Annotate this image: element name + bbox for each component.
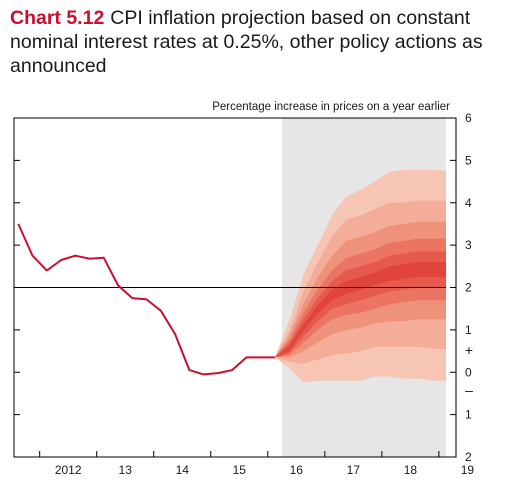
y-tick-label: 2 [465,450,472,464]
x-axis-ticks: 2012 13 14 15 16 17 18 19 [39,451,475,477]
x-tick-label: 2012 [55,463,82,477]
chart-title: Chart 5.12 CPI inflation projection based… [10,6,515,78]
y-tick-label: 1 [465,323,472,337]
cpi-history-line [17,223,275,376]
fan-band-6 [274,262,446,358]
y-tick-label: 3 [465,238,472,252]
x-tick-label: 16 [290,463,304,477]
x-tick-label: 15 [233,463,247,477]
negative-sign-label: – [465,382,473,398]
y-tick-label: 1 [465,408,472,422]
y-tick-label: 0 [465,365,472,379]
x-tick-label: 13 [119,463,133,477]
y-tick-label: 5 [465,153,472,167]
x-tick-label: 14 [176,463,190,477]
x-tick-label: 19 [461,463,475,477]
y-tick-label: 6 [465,111,472,125]
y-tick-label: 2 [465,281,472,295]
x-tick-label: 18 [404,463,418,477]
y-tick-label: 4 [465,196,472,210]
y-axis-ticks: 2 1 0 1 2 3 4 5 6 [14,111,472,464]
y-axis-unit-label: Percentage increase in prices on a year … [212,101,450,113]
chart-title-text: CPI inflation projection based on consta… [10,7,483,77]
x-tick-label: 17 [347,463,361,477]
positive-sign-label: + [465,342,473,358]
fan-bands [274,169,446,383]
chart-number: Chart 5.12 [10,7,105,29]
